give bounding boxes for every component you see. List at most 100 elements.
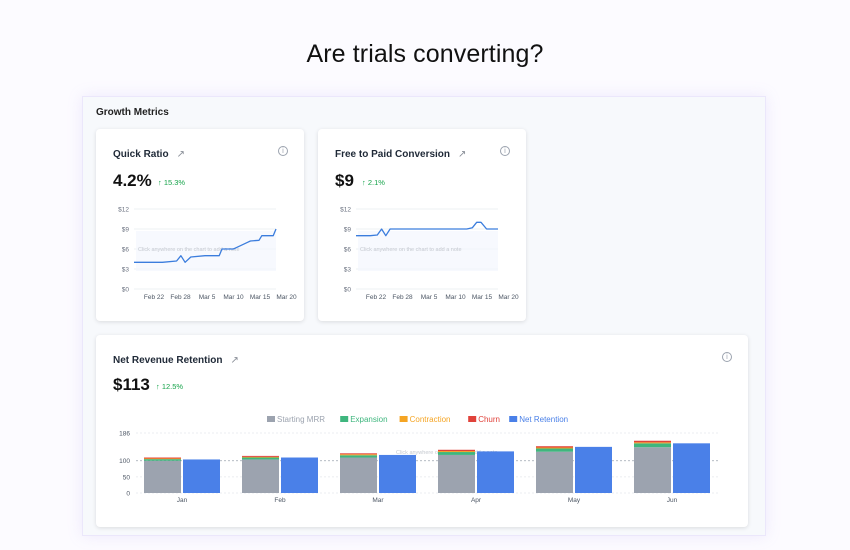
- y-tick-label: $0: [122, 287, 130, 294]
- legend-label: Starting MRR: [277, 415, 325, 424]
- bar-net-retention: [183, 459, 220, 493]
- series-line: [134, 228, 277, 263]
- bar-starting-mrr: [536, 451, 573, 493]
- bar-starting-mrr: [438, 454, 475, 493]
- x-tick-label: Jun: [667, 497, 678, 504]
- legend-swatch: [267, 416, 275, 422]
- info-icon[interactable]: i: [278, 146, 288, 156]
- x-tick-label: Mar 5: [421, 294, 438, 301]
- y-tick-label: $9: [344, 227, 352, 234]
- bar-churn: [634, 440, 671, 443]
- x-tick-label: Mar 5: [199, 294, 216, 301]
- bar-contraction: [438, 451, 475, 453]
- legend-swatch: [468, 416, 477, 422]
- growth-metrics-panel: Growth Metrics Quick Ratio ↗ i 4.2% ↑ 15…: [82, 96, 766, 536]
- legend-label: Expansion: [350, 415, 387, 424]
- info-icon[interactable]: i: [722, 352, 732, 362]
- y-tick-label: $6: [344, 247, 352, 254]
- y-tick-label: $6: [122, 247, 130, 254]
- chart-note-hint: Click anywhere on the chart to add a not…: [360, 247, 462, 253]
- x-tick-label: Mar 20: [276, 294, 297, 301]
- y-tick-label: 186: [119, 431, 130, 438]
- metric-delta: ↑ 2.1%: [362, 178, 385, 187]
- external-link-icon[interactable]: ↗: [176, 149, 185, 160]
- bar-starting-mrr: [242, 459, 279, 493]
- free-to-paid-card[interactable]: Free to Paid Conversion ↗ i $9 ↑ 2.1% $1…: [318, 129, 526, 321]
- bar-contraction: [242, 456, 279, 458]
- bar-starting-mrr: [634, 447, 671, 493]
- bar-net-retention: [673, 443, 710, 493]
- x-tick-label: Feb 28: [392, 294, 413, 301]
- bar-starting-mrr: [340, 457, 377, 493]
- metric-delta: ↑ 15.3%: [158, 178, 186, 187]
- metric-value: $113: [113, 375, 150, 394]
- bar-contraction: [340, 454, 377, 456]
- bar-expansion: [340, 455, 377, 458]
- chart-hover-area: [358, 231, 498, 271]
- legend-label: Contraction: [410, 415, 451, 424]
- card-title[interactable]: Free to Paid Conversion ↗: [335, 149, 466, 160]
- bar-expansion: [438, 452, 475, 455]
- bar-net-retention: [379, 454, 416, 493]
- x-tick-label: May: [568, 497, 581, 504]
- y-tick-label: 0: [126, 491, 130, 498]
- bar-contraction: [634, 442, 671, 444]
- quick-ratio-chart[interactable]: $12 $9 $6 $3 $0 Click anywhere on the chart t…: [96, 129, 304, 321]
- card-title-label: Quick Ratio: [113, 149, 169, 160]
- x-tick-label: Feb: [274, 497, 286, 504]
- card-title[interactable]: Quick Ratio ↗: [113, 149, 185, 160]
- card-title-label: Net Revenue Retention: [113, 355, 223, 366]
- metric-delta: ↑ 12.5%: [156, 382, 184, 391]
- y-tick-label: $12: [118, 207, 129, 214]
- y-tick-label: $12: [340, 207, 351, 214]
- x-tick-label: Mar 10: [223, 294, 244, 301]
- bar-churn: [242, 455, 279, 457]
- x-tick-label: Jan: [177, 497, 188, 504]
- bar-churn: [340, 453, 377, 455]
- y-tick-label: $3: [344, 267, 352, 274]
- quick-ratio-card[interactable]: Quick Ratio ↗ i 4.2% ↑ 15.3% $12 $9 $6 $3 $0…: [96, 129, 304, 321]
- series-line: [356, 221, 498, 237]
- card-title[interactable]: Net Revenue Retention ↗: [113, 355, 239, 366]
- legend-label: Churn: [478, 415, 500, 424]
- y-tick-label: $9: [122, 227, 130, 234]
- card-title-label: Free to Paid Conversion: [335, 149, 451, 160]
- bar-expansion: [536, 448, 573, 452]
- bar-net-retention: [477, 451, 514, 493]
- x-tick-label: Apr: [471, 497, 482, 504]
- x-tick-label: Feb 22: [144, 294, 165, 301]
- x-tick-label: Mar 20: [498, 294, 519, 301]
- y-tick-label: $0: [344, 287, 352, 294]
- metric-value: $9: [335, 171, 354, 190]
- panel-title: Growth Metrics: [96, 107, 169, 118]
- x-tick-label: Mar 15: [472, 294, 493, 301]
- bar-contraction: [536, 447, 573, 449]
- bar-expansion: [144, 459, 181, 461]
- bar-contraction: [144, 458, 181, 460]
- external-link-icon[interactable]: ↗: [458, 149, 467, 160]
- page-headline: Are trials converting?: [306, 40, 544, 68]
- bar-churn: [536, 446, 573, 448]
- external-link-icon[interactable]: ↗: [230, 355, 239, 366]
- bar-churn: [438, 449, 475, 452]
- x-tick-label: Mar 15: [250, 294, 271, 301]
- legend-swatch: [340, 416, 349, 422]
- x-tick-label: Mar: [372, 497, 384, 504]
- legend-swatch: [509, 416, 518, 422]
- legend-label: Net Retention: [519, 415, 568, 424]
- bar-net-retention: [575, 446, 612, 493]
- x-tick-label: Feb 28: [170, 294, 191, 301]
- nrr-bar-chart[interactable]: Starting MRR Expansion Contraction Churn Net…: [96, 335, 748, 527]
- bar-starting-mrr: [144, 460, 181, 493]
- chart-note-hint: Click anywhere on the chart to add a not…: [138, 247, 240, 253]
- free-to-paid-chart[interactable]: $12 $9 $6 $3 $0 Click anywhere on the chart t…: [318, 129, 526, 321]
- metric-value: 4.2%: [113, 171, 152, 190]
- bar-expansion: [634, 443, 671, 448]
- info-icon[interactable]: i: [500, 146, 510, 156]
- y-tick-label: $3: [122, 267, 130, 274]
- bar-expansion: [242, 457, 279, 460]
- y-tick-label: 50: [123, 474, 131, 481]
- nrr-card[interactable]: Net Revenue Retention ↗ i $113 ↑ 12.5% S…: [96, 335, 748, 527]
- bar-net-retention: [281, 457, 318, 493]
- x-tick-label: Feb 22: [366, 294, 387, 301]
